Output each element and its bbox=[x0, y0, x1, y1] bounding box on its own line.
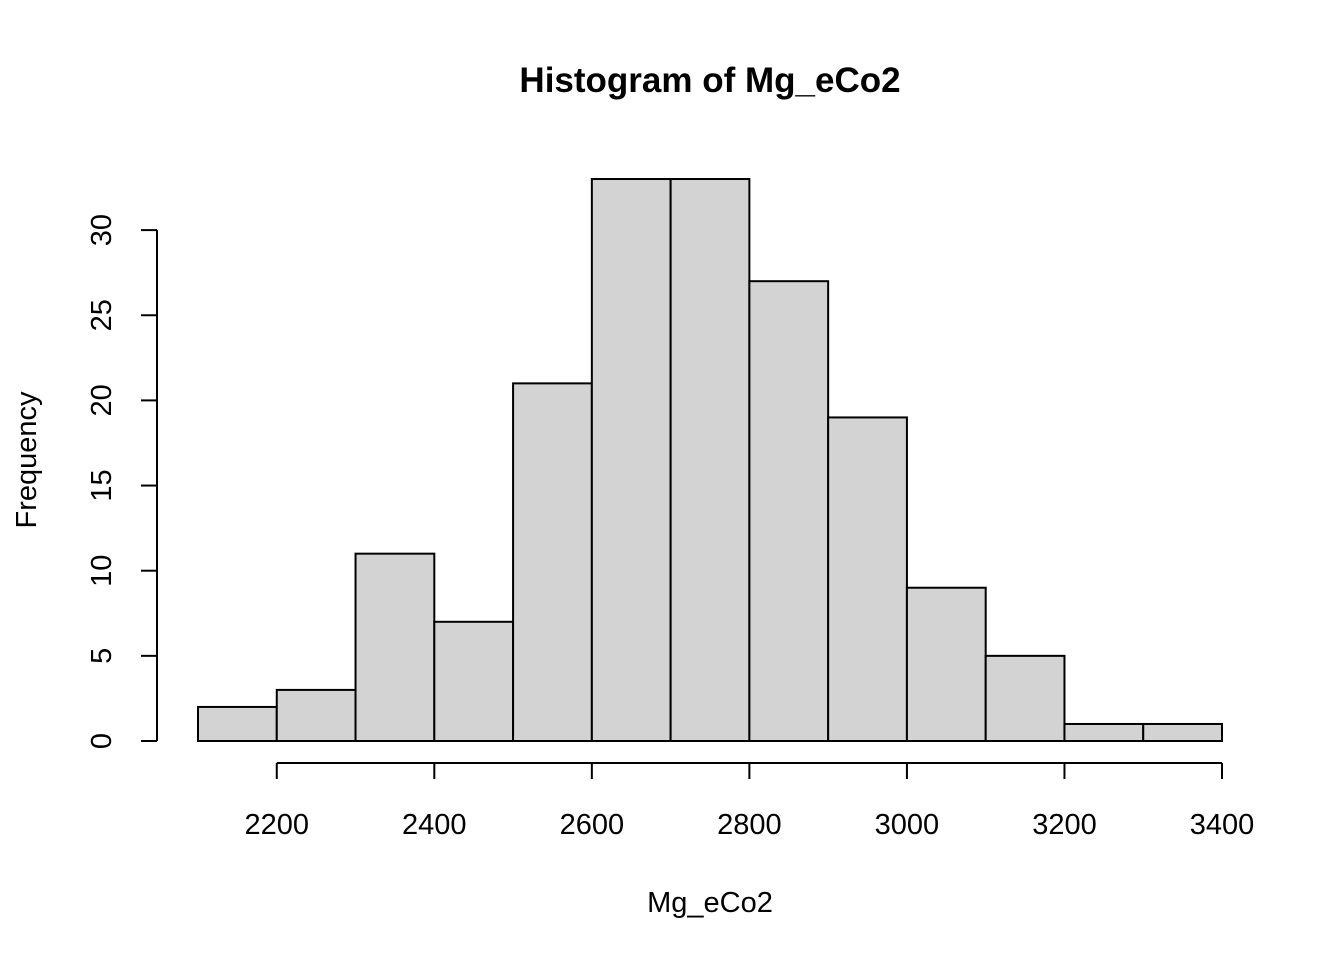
y-axis: 0 5 10 15 20 25 30 bbox=[86, 214, 158, 749]
histogram-bar bbox=[1063, 722, 1145, 742]
x-tick-label: 3400 bbox=[1190, 809, 1255, 841]
y-tick-label: 20 bbox=[86, 384, 118, 416]
histogram-bar bbox=[1142, 722, 1223, 742]
histogram-bar bbox=[354, 552, 436, 742]
y-tick-label: 25 bbox=[86, 299, 118, 331]
x-tick-label: 2200 bbox=[245, 809, 310, 841]
histogram-bar bbox=[827, 416, 908, 742]
x-axis: 2200 2400 2600 2800 3000 3200 3400 bbox=[245, 762, 1255, 841]
y-tick-label: 10 bbox=[86, 555, 118, 587]
y-tick-label: 30 bbox=[86, 214, 118, 246]
x-tick-label: 2400 bbox=[402, 809, 467, 841]
histogram-bar bbox=[275, 688, 357, 742]
histogram-bar bbox=[197, 705, 278, 743]
chart-title: Histogram of Mg_eCo2 bbox=[519, 61, 900, 100]
histogram-bar bbox=[669, 178, 751, 742]
x-axis-label: Mg_eCo2 bbox=[647, 887, 773, 919]
histogram-bar bbox=[512, 382, 593, 742]
histogram-bar bbox=[590, 178, 672, 742]
x-tick-label: 2800 bbox=[717, 809, 782, 841]
x-tick-label: 3200 bbox=[1032, 809, 1097, 841]
histogram-bar bbox=[433, 620, 515, 742]
x-tick-label: 3000 bbox=[875, 809, 940, 841]
histogram-bar bbox=[905, 586, 987, 742]
y-tick-label: 0 bbox=[86, 733, 118, 749]
y-tick-label: 5 bbox=[86, 648, 118, 664]
histogram-bar bbox=[984, 654, 1066, 742]
y-tick-label: 15 bbox=[86, 469, 118, 501]
y-axis-label: Frequency bbox=[11, 391, 43, 529]
x-tick-label: 2600 bbox=[560, 809, 625, 841]
bars-group bbox=[197, 178, 1223, 743]
histogram-bar bbox=[748, 280, 830, 742]
